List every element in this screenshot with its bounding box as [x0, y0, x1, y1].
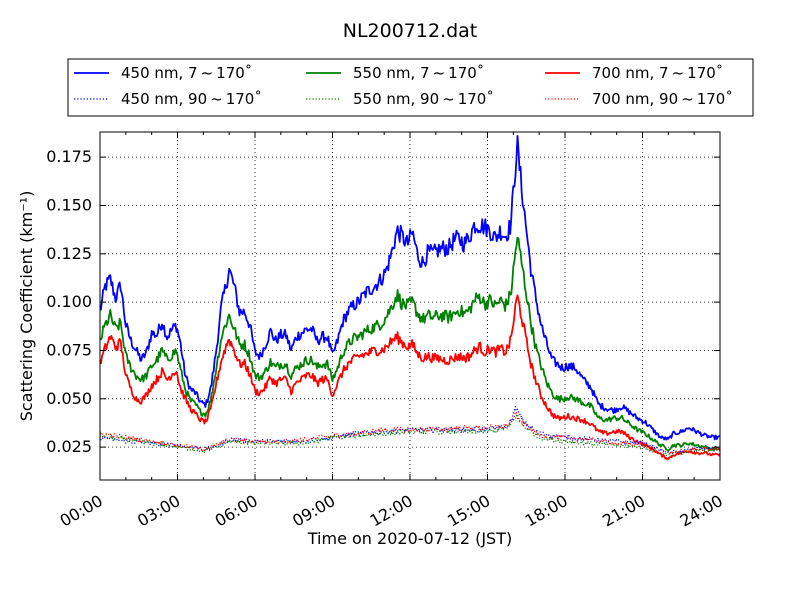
- y-tick-label: 0.050: [46, 389, 92, 408]
- x-tick-label: 03:00: [134, 491, 183, 531]
- y-tick-label: 0.175: [46, 147, 92, 166]
- legend: 450 nm, 7 ~ 170˚ 450 nm, 90 ~ 170˚ 550 nm,…: [67, 58, 754, 117]
- chart-title: NL200712.dat: [343, 20, 478, 42]
- series-line: [99, 294, 721, 461]
- grid: [99, 132, 721, 480]
- x-tick-label: 15:00: [444, 491, 493, 531]
- x-tick-label: 00:00: [57, 491, 106, 531]
- x-tick-label: 12:00: [367, 491, 416, 531]
- series-group: [99, 134, 721, 461]
- legend-label: 700 nm, 7 ~ 170˚: [592, 64, 723, 82]
- y-tick-label: 0.025: [46, 437, 92, 456]
- series-line: [99, 411, 721, 455]
- x-tick-label: 18:00: [522, 491, 571, 531]
- ticks: 00:00 03:00 06:00 09:00 12:00 15:00 18:00 21:00…: [46, 132, 726, 531]
- y-tick-label: 0.075: [46, 340, 92, 359]
- series-line: [99, 414, 721, 457]
- legend-label: 550 nm, 90 ~ 170˚: [353, 90, 494, 108]
- legend-label: 450 nm, 90 ~ 170˚: [121, 90, 262, 108]
- x-tick-label: 06:00: [212, 491, 261, 531]
- y-tick-label: 0.150: [46, 195, 92, 214]
- legend-label: 450 nm, 7 ~ 170˚: [121, 64, 252, 82]
- series-line: [99, 236, 721, 452]
- legend-frame: [67, 58, 754, 117]
- x-tick-label: 21:00: [599, 491, 648, 531]
- x-tick-label: 09:00: [289, 491, 338, 531]
- x-tick-label: 24:00: [677, 491, 726, 531]
- x-axis-label: Time on 2020-07-12 (JST): [307, 529, 512, 548]
- series-line: [99, 134, 721, 441]
- legend-label: 550 nm, 7 ~ 170˚: [353, 64, 484, 82]
- legend-label: 700 nm, 90 ~ 170˚: [592, 90, 733, 108]
- y-tick-label: 0.100: [46, 292, 92, 311]
- y-axis-label: Scattering Coefficient (km⁻¹): [17, 191, 36, 422]
- y-tick-label: 0.125: [46, 244, 92, 263]
